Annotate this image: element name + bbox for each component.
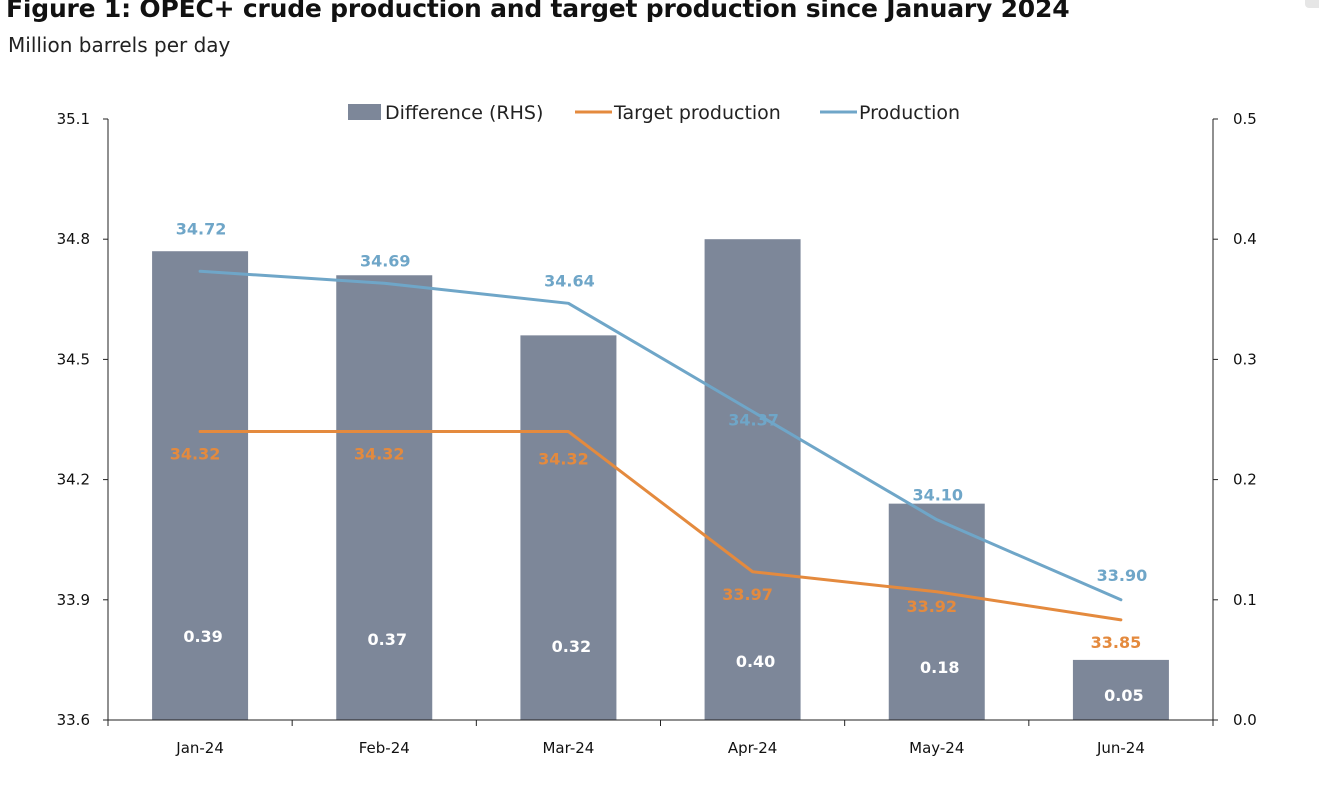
difference-bar <box>704 239 801 720</box>
production-line <box>198 269 1123 602</box>
target-value-label: 33.92 <box>906 597 957 616</box>
difference-value-label: 0.32 <box>552 637 591 656</box>
difference-bar <box>1072 659 1169 720</box>
y-right-tick-label: 0.1 <box>1233 591 1257 609</box>
difference-bar <box>152 251 249 720</box>
production-value-label: 34.72 <box>176 219 227 238</box>
difference-value-label: 0.37 <box>368 630 407 649</box>
y-left-tick-label: 35.1 <box>57 110 90 128</box>
y-left-tick-label: 34.8 <box>57 230 90 248</box>
legend-label-production: Production <box>859 102 960 124</box>
difference-value-label: 0.40 <box>736 652 775 671</box>
y-right-tick-label: 0.3 <box>1233 350 1257 368</box>
y-right-tick-label: 0.4 <box>1233 230 1257 248</box>
x-tick-label: Jan-24 <box>175 739 224 757</box>
target-production-line <box>198 430 1123 622</box>
figure-subtitle: Million barrels per day <box>8 33 231 57</box>
target-value-label: 34.32 <box>170 445 221 464</box>
y-left-tick-label: 34.5 <box>57 350 90 368</box>
y-right-tick-label: 0.0 <box>1233 711 1257 729</box>
x-tick-label: May-24 <box>909 739 964 757</box>
y-left-tick-label: 34.2 <box>57 471 90 489</box>
production-value-label: 34.37 <box>728 410 779 429</box>
production-value-label: 34.69 <box>360 251 411 270</box>
x-tick-label: Jun-24 <box>1096 739 1145 757</box>
production-value-label: 33.90 <box>1097 566 1148 585</box>
difference-bar <box>888 503 985 720</box>
difference-bar <box>336 275 433 720</box>
y-left-tick-label: 33.6 <box>57 711 90 729</box>
x-tick-label: Mar-24 <box>542 739 594 757</box>
figure-title: Figure 1: OPEC+ crude production and tar… <box>6 0 1070 23</box>
production-value-label: 34.10 <box>912 486 963 505</box>
legend-label-difference: Difference (RHS) <box>385 102 543 124</box>
target-value-label: 34.32 <box>354 445 405 464</box>
y-left-tick-label: 33.9 <box>57 591 90 609</box>
legend-label-target: Target production <box>613 102 781 124</box>
corner-tab <box>1305 0 1319 8</box>
difference-value-label: 0.05 <box>1104 686 1143 705</box>
target-value-label: 34.32 <box>538 450 589 469</box>
target-value-label: 33.97 <box>722 585 773 604</box>
legend-swatch-difference <box>348 104 381 120</box>
x-tick-label: Apr-24 <box>728 739 778 757</box>
x-tick-label: Feb-24 <box>359 739 410 757</box>
y-right-tick-label: 0.2 <box>1233 471 1257 489</box>
target-value-label: 33.85 <box>1091 633 1142 652</box>
difference-value-label: 0.39 <box>183 627 222 646</box>
y-right-tick-label: 0.5 <box>1233 110 1257 128</box>
difference-value-label: 0.18 <box>920 658 959 677</box>
production-value-label: 34.64 <box>544 271 595 290</box>
difference-bar <box>520 335 617 720</box>
